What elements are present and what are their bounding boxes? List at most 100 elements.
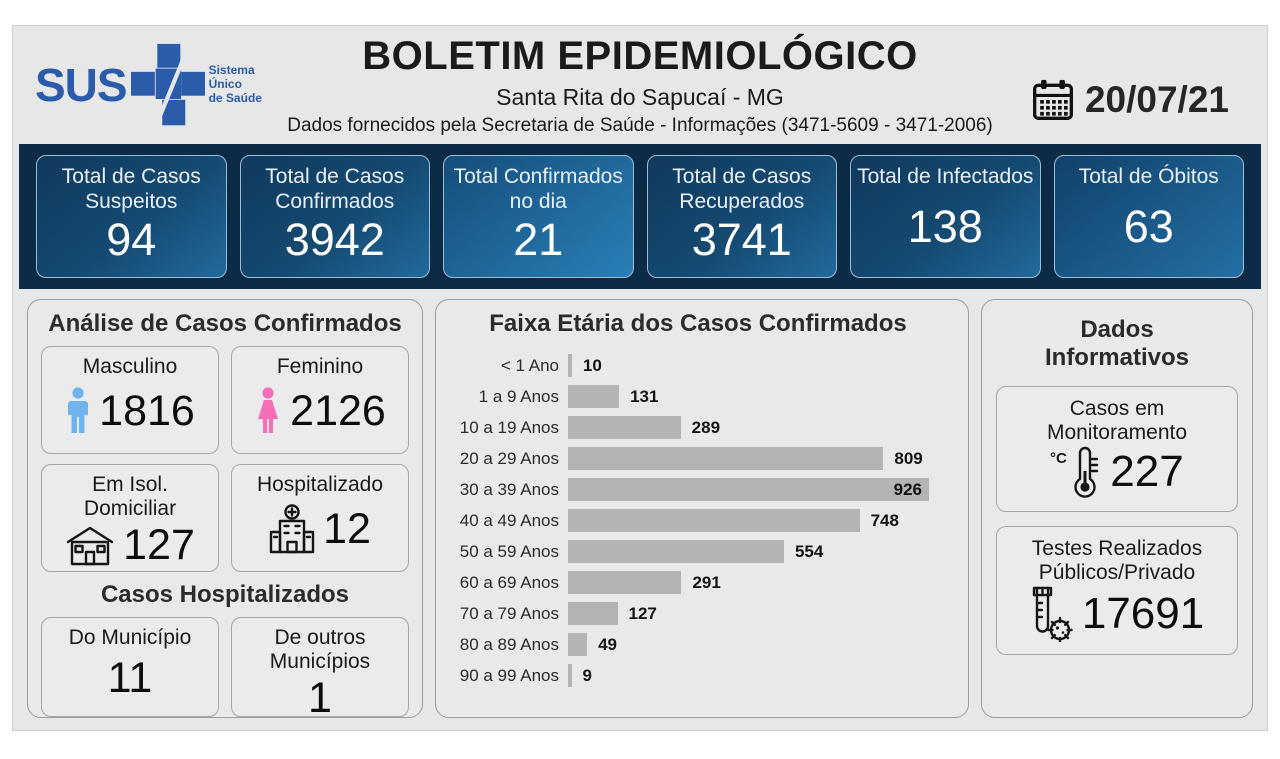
thermometer-icon: °C bbox=[1050, 447, 1099, 499]
municipality-grid: Do Município 11 De outros Municípios 1 bbox=[41, 617, 409, 722]
stat-value: 63 bbox=[1123, 201, 1174, 253]
stat-card: Total de Casos Confirmados 3942 bbox=[239, 155, 430, 278]
calendar-icon bbox=[1032, 79, 1073, 120]
male-card: Masculino 1816 bbox=[41, 346, 219, 454]
chart-category-label: 40 a 49 Anos bbox=[459, 510, 559, 530]
header: SUS Sistema Único de Saúde BOLETIM EPIDE… bbox=[13, 26, 1267, 144]
male-label: Masculino bbox=[82, 355, 178, 378]
chart-bar-value: 9 bbox=[582, 665, 592, 685]
stat-card: Total de Óbitos 63 bbox=[1053, 155, 1244, 278]
stat-value: 94 bbox=[106, 214, 157, 266]
tests-card: Testes Realizados Públicos/Privado 17691 bbox=[996, 526, 1238, 655]
municipality-card: Do Município 11 bbox=[41, 617, 219, 717]
chart-bar-value: 554 bbox=[794, 541, 824, 561]
age-chart-rows: < 1 Ano 10 1 a 9 Anos 131 10 a 19 Anos 289 20 … bbox=[446, 350, 950, 691]
age-chart-title: Faixa Etária dos Casos Confirmados bbox=[489, 310, 907, 337]
other-municipalities-card: De outros Municípios 1 bbox=[231, 617, 409, 722]
sus-logo-text: SUS bbox=[35, 59, 128, 111]
chart-bar bbox=[568, 664, 572, 687]
title-stack: BOLETIM EPIDEMIOLÓGICO Santa Rita do Sap… bbox=[13, 34, 1267, 137]
stat-label: Total de Óbitos bbox=[1078, 165, 1219, 188]
monitoring-count: 227 bbox=[1110, 447, 1184, 497]
chart-row: < 1 Ano 10 bbox=[446, 350, 950, 381]
chart-bar bbox=[568, 354, 572, 377]
chart-bar-area: 554 bbox=[568, 540, 950, 563]
chart-category-label: 10 a 19 Anos bbox=[459, 417, 559, 437]
hospital-icon bbox=[269, 504, 315, 554]
tests-label: Testes Realizados Públicos/Privado bbox=[1031, 537, 1203, 585]
chart-row: 60 a 69 Anos 291 bbox=[446, 567, 950, 598]
house-icon bbox=[66, 526, 114, 565]
stat-label: Total de Casos Confirmados bbox=[265, 165, 405, 214]
isolation-count: 127 bbox=[123, 521, 195, 570]
testtube-icon bbox=[1032, 586, 1073, 642]
chart-bar-area: 748 bbox=[568, 509, 950, 532]
stat-value: 3741 bbox=[691, 214, 792, 266]
chart-category-label: 30 a 39 Anos bbox=[459, 479, 559, 499]
chart-bar-value: 127 bbox=[628, 603, 657, 623]
chart-row: 1 a 9 Anos 131 bbox=[446, 381, 950, 412]
chart-category-label: 80 a 89 Anos bbox=[459, 634, 559, 654]
bulletin-board: SUS Sistema Único de Saúde BOLETIM EPIDE… bbox=[12, 25, 1268, 731]
chart-category-label: 70 a 79 Anos bbox=[459, 603, 559, 623]
sus-logo: SUS Sistema Único de Saúde bbox=[35, 42, 262, 128]
stats-bar: Total de Casos Suspeitos 94 Total de Casos… bbox=[19, 144, 1261, 289]
chart-bar bbox=[568, 633, 588, 656]
chart-row: 90 a 99 Anos 9 bbox=[446, 660, 950, 691]
chart-bar-area: 49 bbox=[568, 633, 950, 656]
chart-category-label: 90 a 99 Anos bbox=[459, 665, 559, 685]
stat-card: Total de Infectados 138 bbox=[850, 155, 1041, 278]
female-card: Feminino 2126 bbox=[231, 346, 409, 454]
chart-row: 10 a 19 Anos 289 bbox=[446, 412, 950, 443]
main-section: Análise de Casos Confirmados Masculino 1… bbox=[13, 289, 1267, 730]
page-title: BOLETIM EPIDEMIOLÓGICO bbox=[362, 34, 918, 78]
male-icon bbox=[68, 387, 89, 434]
other-municipalities-count: 1 bbox=[308, 674, 332, 723]
other-municipalities-label: De outros Municípios bbox=[269, 626, 371, 674]
gender-grid: Masculino 1816 Feminino bbox=[41, 346, 409, 572]
chart-bar-area: 809 bbox=[568, 447, 950, 470]
female-label: Feminino bbox=[276, 355, 364, 378]
chart-bar bbox=[568, 571, 682, 594]
monitoring-label: Casos em Monitoramento bbox=[1046, 397, 1188, 445]
chart-bar-value: 748 bbox=[870, 510, 899, 530]
chart-bar-area: 9 bbox=[568, 664, 950, 687]
stat-value: 3942 bbox=[284, 214, 385, 266]
stat-value: 138 bbox=[907, 201, 983, 253]
chart-bar-area: 127 bbox=[568, 602, 950, 625]
chart-category-label: 50 a 59 Anos bbox=[459, 541, 559, 561]
chart-row: 40 a 49 Anos 748 bbox=[446, 505, 950, 536]
chart-bar-value: 49 bbox=[598, 634, 618, 654]
chart-bar bbox=[568, 416, 681, 439]
chart-bar-area: 289 bbox=[568, 416, 950, 439]
chart-row: 80 a 89 Anos 49 bbox=[446, 629, 950, 660]
chart-bar-value: 289 bbox=[691, 417, 721, 437]
city-subtitle: Santa Rita do Sapucaí - MG bbox=[496, 84, 784, 110]
female-icon bbox=[258, 387, 279, 434]
chart-row: 50 a 59 Anos 554 bbox=[446, 536, 950, 567]
male-count: 1816 bbox=[99, 386, 195, 435]
stat-label: Total de Casos Suspeitos bbox=[61, 165, 201, 214]
stat-card: Total de Casos Recuperados 3741 bbox=[646, 155, 837, 278]
chart-category-label: < 1 Ano bbox=[500, 355, 559, 375]
chart-category-label: 20 a 29 Anos bbox=[459, 448, 559, 468]
stat-value: 21 bbox=[513, 214, 564, 266]
stat-card: Total Confirmados no dia 21 bbox=[443, 155, 634, 278]
date-box: 20/07/21 bbox=[1031, 78, 1229, 122]
sus-cross-icon bbox=[130, 43, 205, 126]
hospitalized-count: 12 bbox=[323, 504, 371, 553]
info-panel-title: Dados Informativos bbox=[1044, 316, 1190, 371]
chart-category-label: 60 a 69 Anos bbox=[459, 572, 559, 592]
hospitalized-label: Hospitalizado bbox=[256, 473, 384, 496]
info-line: Dados fornecidos pela Secretaria de Saúd… bbox=[287, 115, 993, 136]
tests-count: 17691 bbox=[1081, 588, 1205, 638]
svg-text:°C: °C bbox=[1050, 450, 1067, 467]
chart-bar-value: 131 bbox=[630, 386, 659, 406]
sus-tagline: Sistema Único de Saúde bbox=[208, 63, 262, 105]
chart-bar bbox=[568, 509, 860, 532]
analysis-panel: Análise de Casos Confirmados Masculino 1… bbox=[27, 299, 423, 722]
chart-row: 20 a 29 Anos 809 bbox=[446, 443, 950, 474]
chart-category-label: 1 a 9 Anos bbox=[478, 386, 559, 406]
chart-bar bbox=[568, 602, 618, 625]
chart-bar-value: 926 bbox=[893, 479, 922, 499]
